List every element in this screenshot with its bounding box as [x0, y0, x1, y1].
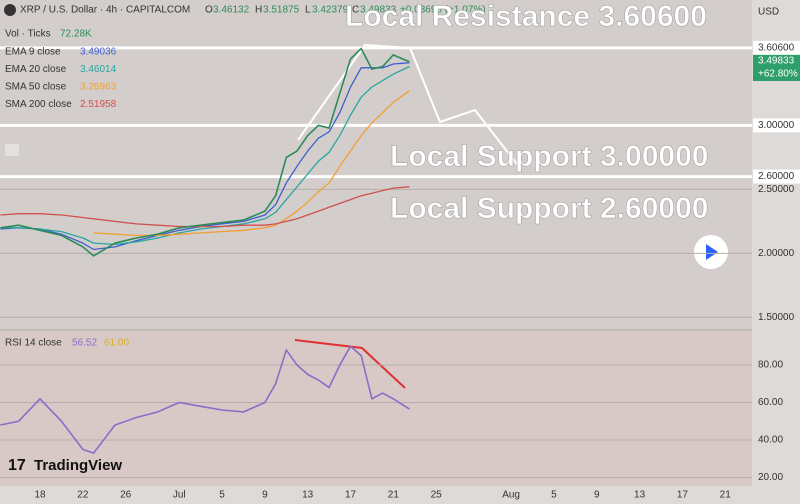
symbol: XRP / U.S. Dollar · 4h · CAPITALCOM [20, 5, 190, 16]
annotation: Local Support 3.00000 [390, 140, 708, 173]
y-tick-label: 60.00 [758, 397, 783, 408]
play-icon [706, 244, 718, 260]
x-tick-label: 5 [219, 490, 225, 501]
legend-value: 56.52 [72, 338, 97, 349]
legend-value: 2.51958 [80, 99, 117, 110]
y-tick-label: 40.00 [758, 435, 783, 446]
legend-name: EMA 9 close [5, 47, 61, 58]
drawing-zigzag [297, 43, 521, 169]
x-tick-label: 13 [302, 490, 314, 501]
ohlc-label: C [352, 5, 359, 16]
legend-value: 61.00 [104, 338, 129, 349]
legend-name: RSI 14 close [5, 338, 62, 349]
price-tag-value: 3.49833 [758, 56, 795, 67]
x-tick-label: 21 [720, 490, 732, 501]
time-axis [0, 486, 752, 504]
ohlc-label: O [205, 5, 213, 16]
legend-name: SMA 200 close [5, 99, 72, 110]
series-line [0, 47, 410, 257]
x-tick-label: Aug [502, 490, 520, 501]
legend-value: 3.46014 [80, 64, 117, 75]
series-line [0, 186, 410, 228]
ohlc-value: 3.51875 [263, 5, 300, 16]
series-line [0, 345, 410, 455]
series-line [0, 62, 410, 251]
legend-name: SMA 50 close [5, 82, 67, 93]
x-tick-label: 21 [388, 490, 400, 501]
collapse-button[interactable] [5, 144, 19, 156]
ohlc-value: 3.42379 [312, 5, 349, 16]
x-tick-label: 25 [431, 490, 443, 501]
volume-name: Vol · Ticks [5, 29, 51, 40]
level-tag-label: 3.60600 [758, 42, 795, 53]
x-tick-label: 9 [262, 490, 268, 501]
x-tick-label: 5 [551, 490, 557, 501]
ohlc-label: L [305, 5, 311, 16]
y-tick-label: 80.00 [758, 360, 783, 371]
x-tick-label: 13 [634, 490, 646, 501]
x-tick-label: Jul [173, 490, 186, 501]
rsi-trendline [294, 339, 406, 389]
level-tag-label: 2.60000 [758, 171, 795, 182]
y-tick-label: 2.00000 [758, 248, 795, 259]
level-tag-label: 3.00000 [758, 120, 795, 131]
legend-value: 3.26963 [80, 82, 117, 93]
ohlc-label: H [255, 5, 262, 16]
price-axis [752, 0, 800, 504]
legend-name: EMA 20 close [5, 64, 67, 75]
ohlc-value: 3.49833 [360, 5, 397, 16]
level-tag [753, 40, 800, 55]
y-tick-label: 2.50000 [758, 184, 795, 195]
symbol-icon [4, 4, 16, 16]
brand-mark: 17 [8, 457, 26, 474]
y-tick-label: 20.00 [758, 472, 783, 483]
ohlc-value: 3.46132 [213, 5, 250, 16]
level-tag [753, 118, 800, 133]
annotation: Local Support 2.60000 [390, 192, 708, 225]
series-line [93, 90, 410, 237]
price-tag-change: +62.80% [758, 69, 798, 80]
level-tag [753, 169, 800, 184]
brand: TradingView [34, 457, 122, 474]
x-tick-label: 17 [345, 490, 357, 501]
rsi-pane [0, 330, 752, 490]
x-tick-label: 22 [77, 490, 89, 501]
volume-value: 72.28K [60, 29, 92, 40]
price-tag [753, 53, 800, 81]
annotation: Local Resistance 3.60600 [345, 0, 707, 33]
series-line [0, 65, 410, 246]
x-tick-label: 9 [594, 490, 600, 501]
y-tick-label: 1.50000 [758, 312, 795, 323]
legend-value: 3.49036 [80, 47, 117, 58]
currency: USD [758, 7, 779, 18]
x-tick-label: 17 [677, 490, 689, 501]
x-tick-label: 18 [34, 490, 46, 501]
x-tick-label: 26 [120, 490, 132, 501]
ohlc-change: +0.03695 (+1.07%) [400, 5, 486, 16]
